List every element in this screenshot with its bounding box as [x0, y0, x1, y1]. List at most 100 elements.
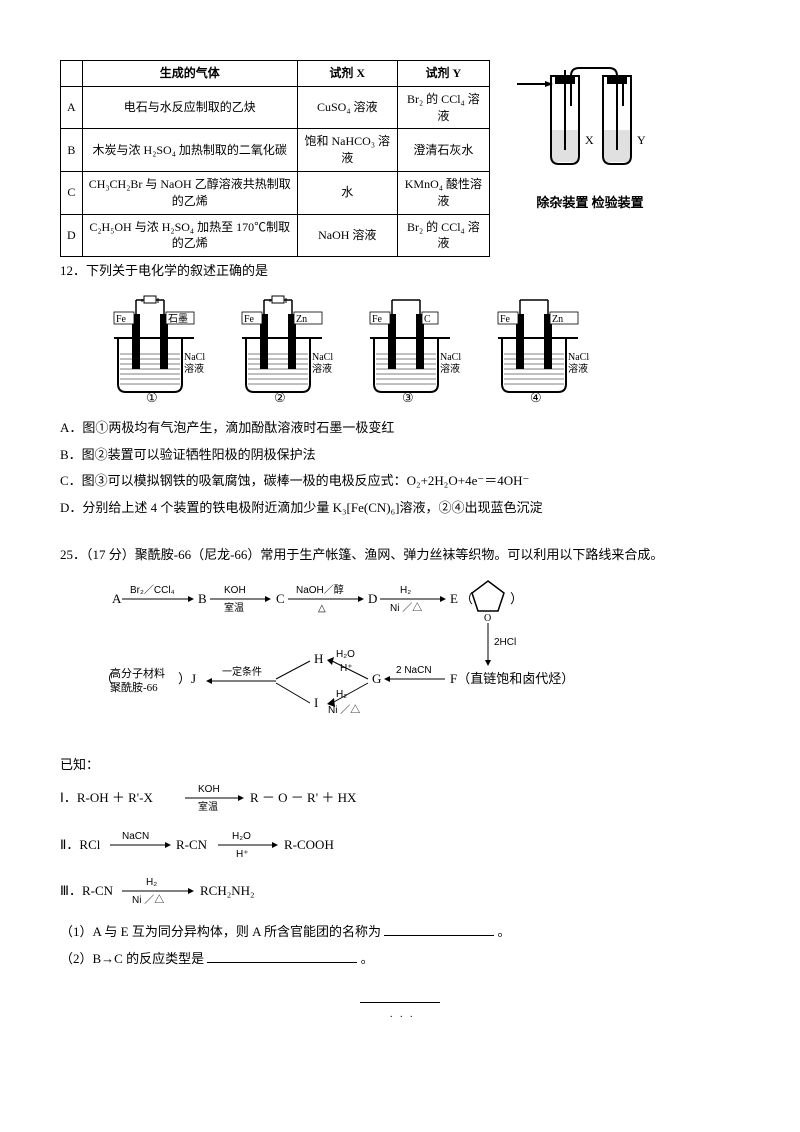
svg-text:）J: ）J: [178, 671, 196, 686]
svg-text:NaCl: NaCl: [312, 352, 333, 363]
th-gas: 生成的气体: [82, 61, 297, 87]
known-reaction-3: Ⅲ．R-CN H₂ Ni ／△ RCH₂NH₂: [60, 873, 740, 918]
svg-text:2HCl: 2HCl: [494, 637, 516, 648]
th-y: 试剂 Y: [397, 61, 489, 87]
beaker-diagram: Fe C NaCl溶液 ③: [356, 294, 466, 404]
svg-text:Ⅲ．R-CN: Ⅲ．R-CN: [60, 883, 114, 898]
svg-text:①: ①: [146, 390, 158, 404]
q25-sub2-text: （2）B→C 的反应类型是: [60, 951, 204, 966]
svg-text:（: （: [460, 591, 473, 606]
svg-text:Br₂／CCl₄: Br₂／CCl₄: [130, 584, 175, 596]
beaker-diagram: Fe 石墨 NaCl溶液 ①: [100, 294, 210, 404]
q25-sub1: （1）A 与 E 互为同分异构体，则 A 所含官能团的名称为 。: [60, 920, 740, 945]
svg-text:F（直链饱和卤代烃）: F（直链饱和卤代烃）: [450, 671, 574, 686]
svg-text:溶液: 溶液: [568, 362, 588, 375]
svg-text:H: H: [314, 651, 323, 666]
svg-text:Zn: Zn: [296, 314, 307, 325]
svg-text:E: E: [450, 591, 458, 606]
svg-text:RCH₂NH₂: RCH₂NH₂: [200, 883, 255, 898]
table-row: B 木炭与浓 H₂SO₄ 加热制取的二氧化碳 饱和 NaHCO₃ 溶液 澄清石灰…: [61, 129, 490, 172]
svg-text:I: I: [314, 695, 318, 710]
q12-option-d: D．分别给上述 4 个装置的铁电极附近滴加少量 K₃[Fe(CN)₆]溶液，②④…: [60, 496, 740, 521]
svg-text:）: ）: [510, 591, 523, 606]
apparatus-figure: X Y 除杂装置 检验装置: [510, 60, 670, 215]
q12-option-a: A．图①两极均有气泡产生，滴加酚酞溶液时石墨一极变红: [60, 416, 740, 441]
apparatus-caption: 除杂装置 检验装置: [510, 191, 670, 216]
th-blank: [61, 61, 83, 87]
svg-text:④: ④: [530, 390, 542, 404]
q25-stem: 25．（17 分）聚酰胺-66（尼龙-66）常用于生产帐篷、渔网、弹力丝袜等织物…: [60, 543, 740, 568]
svg-text:H⁺: H⁺: [236, 849, 249, 860]
q25-sub1-text: （1）A 与 E 互为同分异构体，则 A 所含官能团的名称为: [60, 924, 381, 939]
svg-text:室温: 室温: [224, 601, 244, 614]
svg-text:H₂O: H₂O: [336, 649, 355, 660]
svg-text:聚酰胺-66: 聚酰胺-66: [110, 680, 158, 694]
svg-text:R － O － R' ＋ HX: R － O － R' ＋ HX: [250, 790, 357, 805]
apparatus-label-x: X: [585, 133, 594, 147]
beaker-row: Fe石墨NaCl溶液① FeZnNaCl溶液② FeCNaCl溶液③ FeZnN…: [100, 294, 740, 404]
q25-sub2: （2）B→C 的反应类型是 。: [60, 947, 740, 972]
svg-text:H₂: H₂: [400, 585, 411, 596]
svg-text:NaCl: NaCl: [440, 352, 461, 363]
svg-text:G: G: [372, 671, 381, 686]
q12-option-c: C．图③可以模拟钢铁的吸氧腐蚀，碳棒一极的电极反应式：O₂+2H₂O+4e⁻＝4…: [60, 469, 740, 494]
svg-text:NaCl: NaCl: [568, 352, 589, 363]
svg-text:室温: 室温: [198, 800, 218, 813]
table-row: D C₂H₅OH 与浓 H₂SO₄ 加热至 170℃制取的乙烯 NaOH 溶液 …: [61, 214, 490, 257]
svg-text:H₂: H₂: [146, 877, 157, 888]
svg-text:Fe: Fe: [116, 314, 127, 325]
svg-text:一定条件: 一定条件: [222, 665, 262, 678]
q12-stem: 12．下列关于电化学的叙述正确的是: [60, 259, 740, 284]
svg-text:O: O: [484, 613, 491, 624]
apparatus-label-y: Y: [637, 133, 646, 147]
svg-text:Fe: Fe: [372, 314, 383, 325]
svg-text:△: △: [318, 603, 326, 614]
svg-text:Ⅰ．R-OH ＋ R'-X: Ⅰ．R-OH ＋ R'-X: [60, 790, 153, 805]
svg-text:2 NaCN: 2 NaCN: [396, 665, 432, 676]
svg-text:Zn: Zn: [552, 314, 563, 325]
svg-text:高分子材料: 高分子材料: [110, 666, 165, 680]
q25-sub1-end: 。: [498, 924, 511, 939]
table-row: A 电石与水反应制取的乙炔 CuSO₄ 溶液 Br₂ 的 CCl₄ 溶液: [61, 86, 490, 129]
svg-text:H⁺: H⁺: [340, 663, 353, 674]
svg-text:NaCl: NaCl: [184, 352, 205, 363]
svg-text:Ⅱ．RCl: Ⅱ．RCl: [60, 837, 101, 852]
q25-sub2-end: 。: [361, 951, 374, 966]
svg-text:③: ③: [402, 390, 414, 404]
q12-option-b: B．图②装置可以验证牺牲阳极的阴极保护法: [60, 443, 740, 468]
svg-text:溶液: 溶液: [440, 362, 460, 375]
table-header-row: 生成的气体 试剂 X 试剂 Y: [61, 61, 490, 87]
svg-text:D: D: [368, 591, 377, 606]
svg-text:NaCN: NaCN: [122, 831, 149, 842]
experiment-table: 生成的气体 试剂 X 试剂 Y A 电石与水反应制取的乙炔 CuSO₄ 溶液 B…: [60, 60, 490, 257]
svg-text:C: C: [424, 314, 431, 325]
synthesis-route-diagram: A Br₂／CCl₄ B KOH 室温 C NaOH／醇 △ D H₂ Ni ／…: [100, 575, 740, 745]
apparatus-icon: X Y: [515, 60, 665, 180]
blank-field[interactable]: [207, 949, 357, 963]
blank-field[interactable]: [384, 922, 494, 936]
known-reaction-2: Ⅱ．RCl NaCN R-CN H₂O H⁺ R-COOH: [60, 827, 740, 872]
svg-text:R-COOH: R-COOH: [284, 837, 334, 852]
svg-text:Ni ／△: Ni ／△: [390, 602, 422, 614]
svg-text:溶液: 溶液: [184, 362, 204, 375]
svg-text:H₂: H₂: [336, 689, 347, 700]
known-label: 已知：: [60, 753, 740, 778]
svg-text:KOH: KOH: [198, 784, 220, 795]
svg-text:Ni ／△: Ni ／△: [132, 894, 164, 906]
svg-text:Fe: Fe: [500, 314, 511, 325]
svg-text:溶液: 溶液: [312, 362, 332, 375]
svg-text:Fe: Fe: [244, 314, 255, 325]
beaker-diagram: Fe Zn NaCl溶液 ②: [228, 294, 338, 404]
table-row: C CH₃CH₂Br 与 NaOH 乙醇溶液共热制取的乙烯 水 KMnO₄ 酸性…: [61, 171, 490, 214]
svg-text:NaOH／醇: NaOH／醇: [296, 583, 344, 596]
page-footer: . . .: [60, 1001, 740, 1026]
svg-text:KOH: KOH: [224, 585, 246, 596]
svg-text:石墨: 石墨: [168, 313, 188, 325]
svg-text:H₂O: H₂O: [232, 831, 251, 842]
svg-text:C: C: [276, 591, 285, 606]
svg-text:②: ②: [274, 390, 286, 404]
th-x: 试剂 X: [297, 61, 397, 87]
beaker-diagram: Fe Zn NaCl溶液 ④: [484, 294, 594, 404]
svg-text:B: B: [198, 591, 207, 606]
known-reaction-1: Ⅰ．R-OH ＋ R'-X KOH 室温 R － O － R' ＋ HX: [60, 780, 740, 825]
